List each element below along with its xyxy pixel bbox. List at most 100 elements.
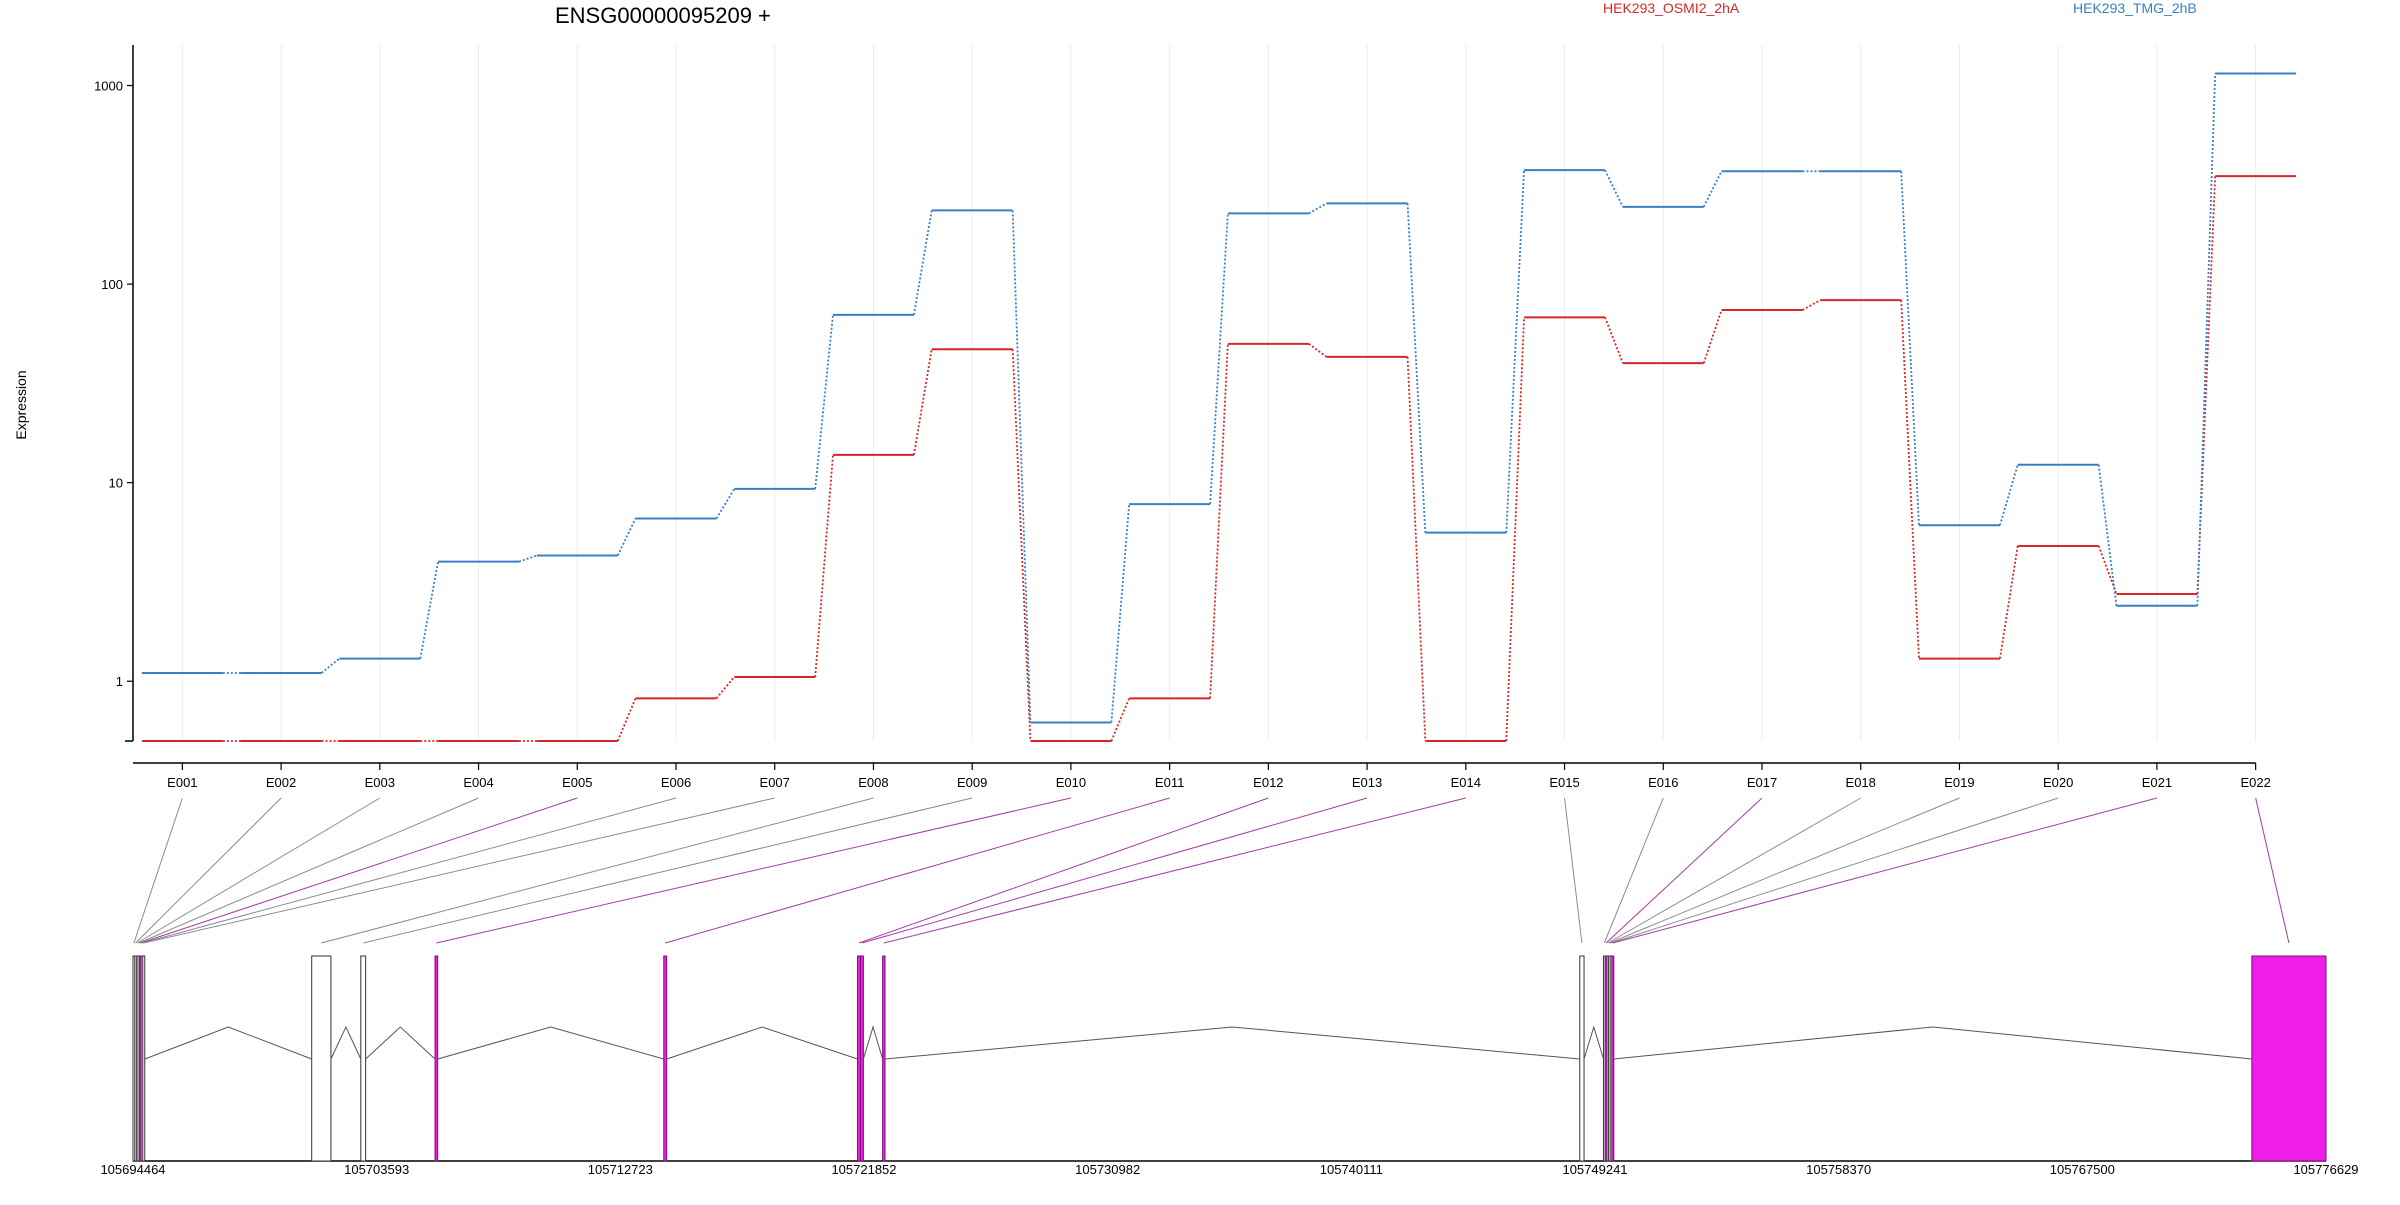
genome-tick-label-2: 105703593 [344,1162,409,1177]
series-1-connector-19 [1999,545,2019,659]
series-1-connector-16 [1702,309,1723,364]
exon-block-e007 [142,955,146,1162]
series-2-connector-5 [616,518,637,556]
exon-connector-e009 [363,797,973,944]
exon-connector-e002 [135,797,282,944]
x-tick-label-e001: E001 [167,775,197,790]
series-2-connector-4 [518,554,538,563]
exon-connector-e015 [1564,797,1583,944]
exon-connector-e011 [665,797,1170,944]
x-tick-label-e012: E012 [1253,775,1283,790]
series-2 [141,72,2297,724]
series-1-connector-7 [814,454,834,678]
exon-connector-e005 [140,797,578,944]
series-2-connector-15 [1604,169,1624,208]
y-tick-label-1000: 1000 [94,79,123,94]
genome-tick-label-5: 105730982 [1075,1162,1140,1177]
series-1-connector-15 [1604,317,1624,364]
connector-layer [133,797,2290,944]
y-axis-label: Expression [13,370,29,439]
series-1-connector-8 [913,349,933,456]
series-1-connector-20 [2097,545,2118,595]
x-tick-label-e014: E014 [1451,775,1481,790]
chart-title: ENSG00000095209 + [555,3,771,28]
exon-connector-e007 [143,797,775,944]
x-tick-label-e021: E021 [2142,775,2172,790]
exon-block-e009 [360,955,367,1162]
intron-2 [330,1025,362,1060]
legend-series-2: HEK293_TMG_2hB [2073,0,2197,16]
intron-4 [437,1026,664,1060]
gene-model: 105694464 105703593 105712723 105721852 1057… [100,955,2359,1177]
y-tick-label-100: 100 [101,277,123,292]
series-layer [141,72,2297,742]
intron-3 [365,1026,436,1060]
series-2-connector-19 [1999,464,2019,526]
exon-block-e008 [311,955,332,1162]
series-1-connector-9 [1011,349,1032,742]
series-1-connector-6 [715,676,735,699]
exon-block-e022 [2251,955,2327,1162]
x-tick-label-e018: E018 [1846,775,1876,790]
axes-layer: 1 10 100 1000 E001 E002 E003 E004 E005 E006 E007 E0… [94,45,2271,790]
genome-tick-label-7: 105749241 [1562,1162,1627,1177]
x-tick-label-e008: E008 [858,775,888,790]
genome-tick-label-9: 105767500 [2050,1162,2115,1177]
exon-connector-e016 [1603,797,1664,944]
exon-block-e013 [859,955,864,1162]
exon-connector-e004 [138,797,479,944]
series-2-connector-6 [715,488,736,519]
exon-connector-e010 [436,797,1072,944]
exon-connector-e021 [1612,797,2158,944]
intron-7 [884,1026,1580,1060]
exon-connector-e020 [1610,797,2059,944]
genome-tick-label-4: 105721852 [831,1162,896,1177]
series-1-connector-17 [1802,299,1821,311]
series-1-connector-14 [1505,317,1525,742]
legend-series-1: HEK293_OSMI2_2hA [1603,0,1740,16]
series-1 [141,175,2297,742]
series-2-connector-21 [2196,73,2217,606]
genome-tick-label-8: 105758370 [1806,1162,1871,1177]
series-2-connector-10 [1110,504,1131,723]
intron-8 [1583,1025,1605,1060]
series-1-connector-5 [616,697,637,742]
series-2-connector-3 [419,561,439,659]
x-tick-label-e015: E015 [1549,775,1579,790]
x-tick-label-e019: E019 [1944,775,1974,790]
exon-connector-e008 [321,797,874,944]
x-tick-label-e011: E011 [1155,775,1184,790]
series-2-connector-7 [814,314,834,490]
series-2-connector-12 [1308,202,1328,215]
intron-9 [1613,1026,2252,1060]
exon-block-e015 [1579,955,1585,1162]
exon-connector-e018 [1607,797,1861,944]
genome-tick-label-10: 105776629 [2293,1162,2358,1177]
x-tick-label-e010: E010 [1056,775,1086,790]
x-tick-label-e017: E017 [1747,775,1777,790]
series-1-connector-11 [1209,343,1229,699]
series-2-connector-20 [2097,464,2118,606]
y-tick-label-1: 1 [116,674,123,689]
series-1-connector-10 [1110,697,1130,742]
x-tick-label-e002: E002 [266,775,296,790]
series-1-connector-13 [1406,356,1427,742]
x-tick-label-e003: E003 [365,775,395,790]
x-tick-label-e016: E016 [1648,775,1678,790]
series-2-connector-8 [913,210,933,316]
series-2-connector-14 [1505,170,1525,533]
genome-tick-label-1: 105694464 [100,1162,165,1177]
series-2-connector-18 [1900,171,1920,526]
genome-tick-label-3: 105712723 [588,1162,653,1177]
x-tick-label-e013: E013 [1352,775,1382,790]
x-tick-label-e007: E007 [760,775,790,790]
exon-block-e021 [1611,955,1615,1162]
exon-connector-e003 [136,797,381,944]
exon-connector-e017 [1605,797,1763,944]
exon-block-e011 [663,955,668,1162]
exon-block-e010 [434,955,439,1162]
x-tick-label-e020: E020 [2043,775,2073,790]
intron-5 [666,1026,858,1060]
